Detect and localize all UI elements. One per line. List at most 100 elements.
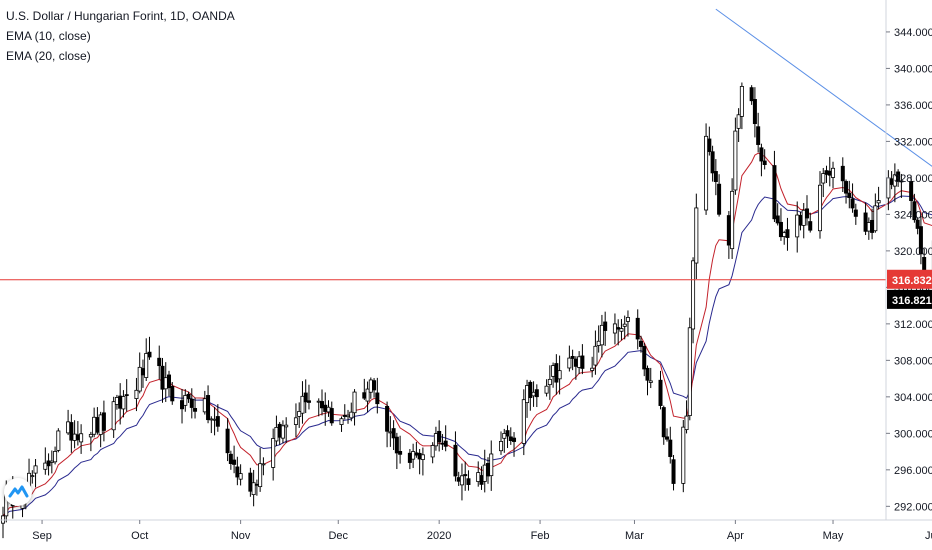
x-tick-label: Nov	[231, 530, 251, 542]
candle	[193, 397, 198, 419]
candle	[297, 402, 302, 428]
hline-price-tag: 316.832	[887, 269, 932, 289]
candle-body	[801, 209, 806, 226]
candle	[736, 108, 741, 142]
candle-body	[710, 151, 715, 174]
candle	[762, 149, 767, 170]
candle-body	[193, 408, 198, 412]
candle-body	[232, 459, 237, 465]
candle	[394, 432, 399, 470]
candle-body	[352, 391, 357, 414]
candle-body	[528, 381, 533, 399]
candle	[228, 450, 233, 470]
candle-body	[349, 411, 354, 419]
candle	[528, 380, 533, 411]
candle-body	[580, 355, 585, 369]
candle-body	[92, 416, 97, 435]
candle	[375, 377, 380, 414]
candle-body	[277, 423, 282, 438]
ema20-legend[interactable]: EMA (20, close)	[6, 49, 91, 63]
candle-body	[385, 405, 390, 432]
ema-20-line	[2, 195, 932, 517]
symbol-title[interactable]: U.S. Dollar / Hungarian Forint, 1D, OAND…	[6, 9, 235, 23]
price-tags: 316.832 316.821	[887, 269, 932, 309]
candle-body	[440, 442, 445, 445]
candle-body	[206, 395, 211, 421]
candle-body	[114, 397, 119, 405]
candle-body	[261, 463, 266, 466]
candle-body	[228, 453, 233, 464]
candle-body	[853, 209, 858, 217]
candle	[183, 389, 188, 412]
candle	[681, 420, 686, 493]
candle-body	[635, 317, 640, 340]
candle	[648, 367, 653, 389]
y-tick-label: 304.000	[894, 392, 932, 404]
candle	[95, 407, 100, 435]
candle	[873, 193, 878, 233]
candle	[306, 384, 311, 410]
candle	[319, 389, 324, 416]
candle-body	[850, 198, 855, 209]
candle-body	[420, 454, 425, 460]
candle-body	[704, 135, 709, 211]
candle	[831, 161, 836, 189]
candle	[209, 416, 214, 434]
candle-body	[531, 391, 536, 397]
candle	[482, 449, 487, 493]
candle-body	[684, 415, 689, 431]
candle-body	[824, 170, 829, 175]
candle	[316, 398, 321, 417]
candle	[684, 400, 689, 434]
candle-body	[909, 180, 914, 201]
candle-body	[375, 392, 380, 405]
y-tick-label: 324.000	[894, 209, 932, 221]
candle-body	[189, 398, 194, 408]
candle	[79, 424, 84, 454]
candle	[635, 309, 640, 350]
candle-body	[391, 428, 396, 439]
candle	[853, 203, 858, 225]
candle	[170, 382, 175, 405]
candle-body	[79, 433, 84, 443]
candle	[75, 421, 80, 446]
candle	[258, 447, 263, 492]
candle-body	[167, 374, 172, 389]
candle-body	[394, 436, 399, 454]
candle-body	[505, 430, 510, 437]
candle	[346, 409, 351, 424]
ema10-legend[interactable]: EMA (10, close)	[6, 29, 91, 43]
time-axis[interactable]: SepOctNovDec2020FebMarAprMayJunJulAugSep	[0, 519, 932, 542]
candle-body	[785, 229, 790, 238]
candle-body	[847, 192, 852, 198]
trend-line[interactable]	[715, 8, 932, 376]
candle-body	[534, 389, 539, 398]
candle-body	[463, 474, 468, 477]
candle-body	[303, 392, 308, 403]
candle-body	[889, 178, 894, 185]
candle-body	[827, 170, 832, 176]
candle	[512, 432, 517, 457]
candle-body	[547, 378, 552, 386]
candle-body	[573, 358, 578, 367]
candle	[896, 169, 901, 187]
candle-body	[323, 404, 328, 412]
candle	[821, 167, 826, 198]
candle	[225, 418, 230, 462]
candle-body	[485, 463, 490, 477]
candle-body	[749, 87, 754, 102]
tradingview-logo-icon[interactable]	[4, 478, 32, 506]
candle-body	[726, 215, 731, 246]
candle	[0, 506, 6, 539]
candle-body	[157, 357, 162, 367]
candle-body	[43, 462, 48, 470]
candle	[293, 403, 298, 438]
candle	[417, 449, 422, 475]
candle	[909, 176, 914, 216]
candle-body	[593, 345, 598, 366]
x-tick-label: Sep	[32, 530, 52, 542]
candle-body	[372, 380, 377, 391]
candle-body	[818, 184, 823, 232]
candle-body	[603, 321, 608, 331]
